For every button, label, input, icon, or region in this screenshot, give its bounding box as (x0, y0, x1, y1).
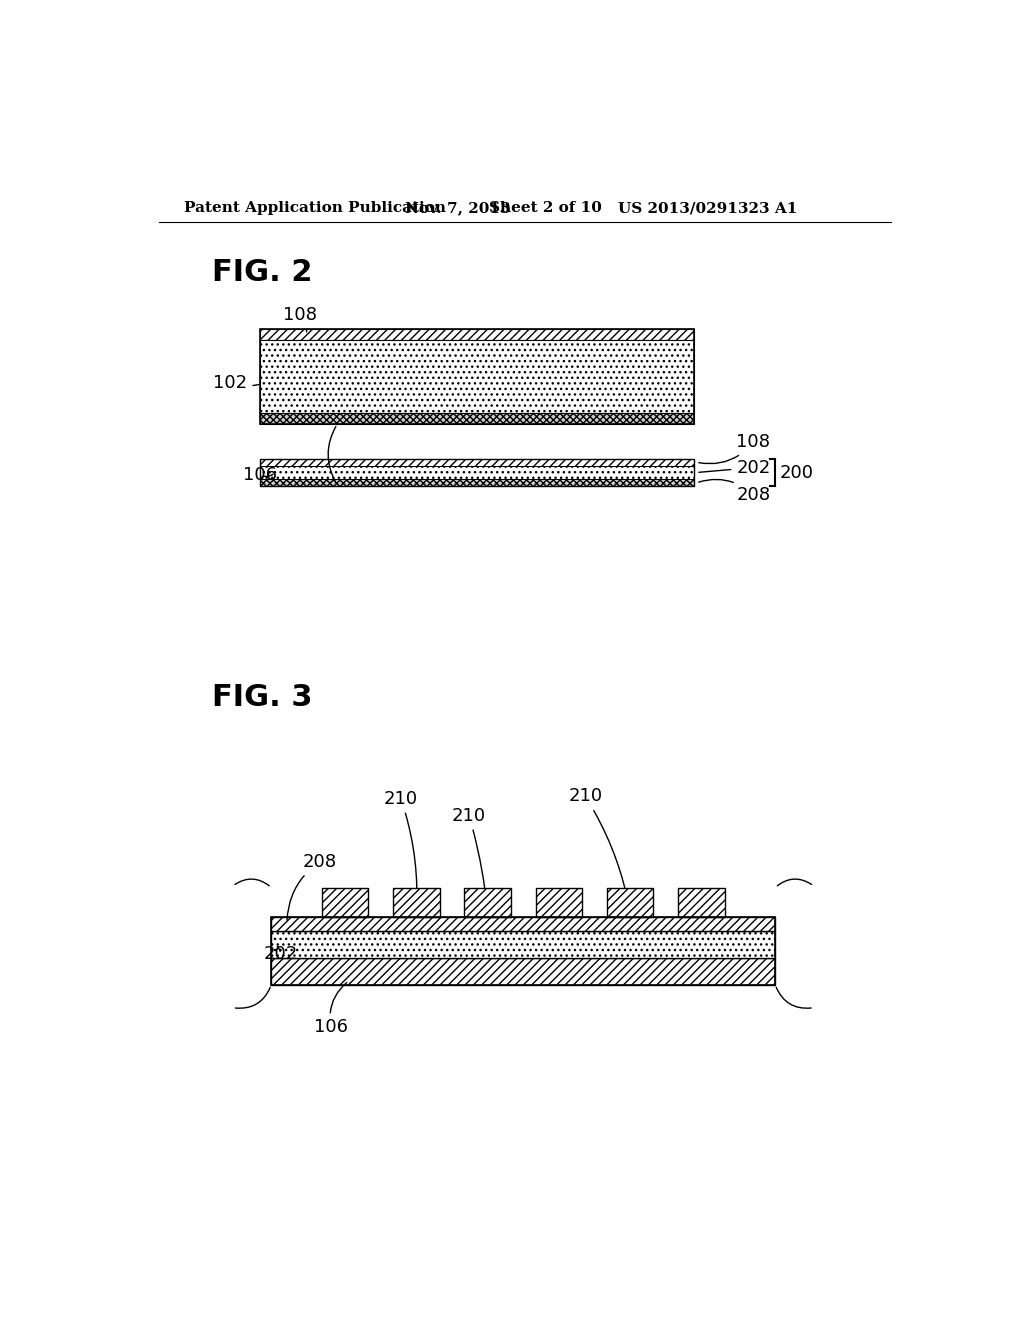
Text: Patent Application Publication: Patent Application Publication (183, 202, 445, 215)
Text: 208: 208 (698, 479, 770, 504)
Bar (260, 459, 693, 487)
Text: Nov. 7, 2013: Nov. 7, 2013 (406, 202, 511, 215)
Text: 202: 202 (263, 945, 298, 964)
Text: FIG. 3: FIG. 3 (212, 682, 312, 711)
Bar (260, 413, 693, 424)
Bar (260, 479, 693, 487)
Bar (260, 459, 693, 466)
Bar (536, 887, 583, 917)
Bar (260, 341, 693, 413)
Bar (464, 887, 511, 917)
Text: 200: 200 (779, 463, 814, 482)
Bar (678, 887, 725, 917)
Bar (271, 958, 775, 985)
Text: 106: 106 (314, 982, 348, 1036)
Bar (260, 330, 693, 424)
Text: 210: 210 (384, 789, 418, 911)
Text: 108: 108 (283, 306, 317, 331)
Bar (322, 887, 369, 917)
Bar (271, 931, 775, 958)
Text: 210: 210 (452, 807, 487, 911)
Bar (271, 917, 775, 931)
Text: FIG. 2: FIG. 2 (212, 257, 312, 286)
Text: 108: 108 (698, 433, 770, 463)
Bar (271, 917, 775, 985)
Text: 202: 202 (698, 458, 771, 477)
Text: 102: 102 (213, 374, 259, 392)
Bar (260, 466, 693, 479)
Text: 210: 210 (568, 787, 630, 911)
Bar (260, 330, 693, 341)
Text: 208: 208 (287, 853, 337, 920)
Text: US 2013/0291323 A1: US 2013/0291323 A1 (617, 202, 797, 215)
Bar (607, 887, 653, 917)
Bar (393, 887, 439, 917)
Text: 106: 106 (243, 466, 276, 484)
Text: Sheet 2 of 10: Sheet 2 of 10 (489, 202, 602, 215)
